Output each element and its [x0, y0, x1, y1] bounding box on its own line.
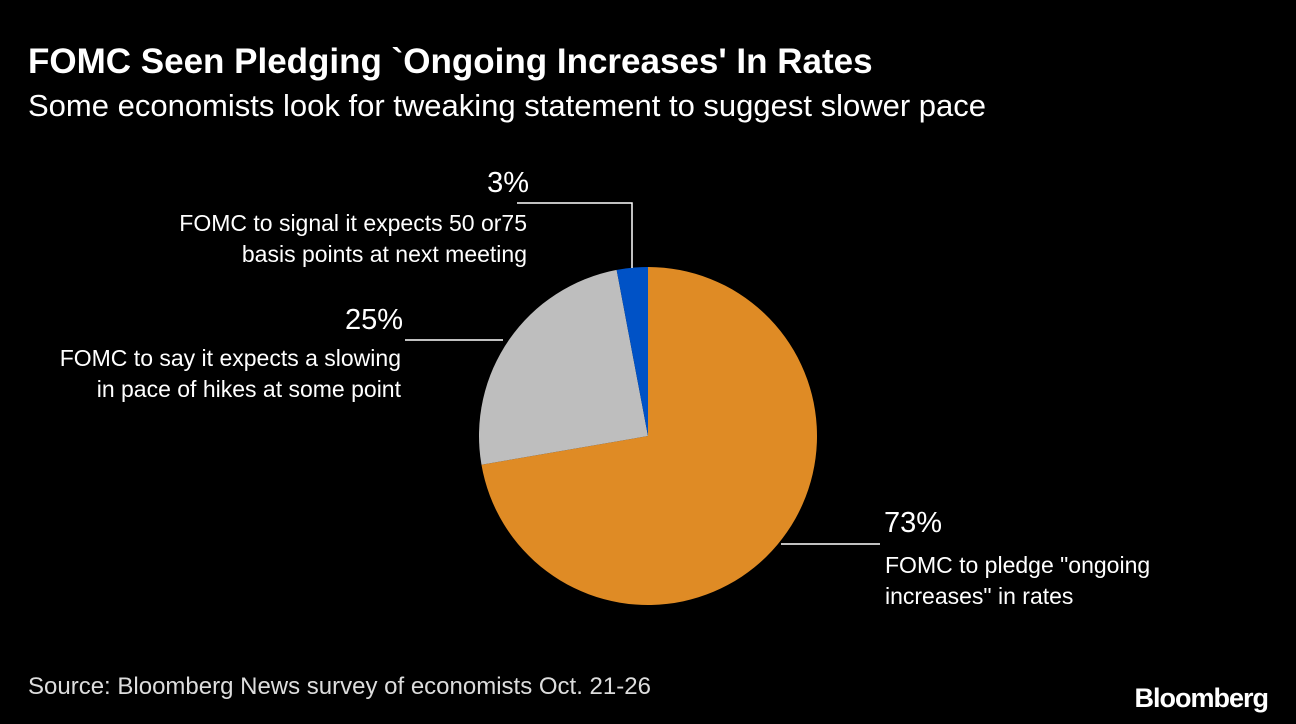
leader-line	[517, 202, 633, 268]
pie-slice	[479, 269, 648, 465]
chart-title: FOMC Seen Pledging `Ongoing Increases' I…	[28, 42, 873, 81]
pie-slice	[481, 267, 817, 605]
chart-subtitle: Some economists look for tweaking statem…	[28, 88, 987, 123]
value-label: 25%	[344, 304, 403, 336]
pie-slice	[616, 267, 648, 436]
value-label: 73%	[884, 507, 943, 539]
value-label: 3%	[487, 167, 529, 199]
source-note: Source: Bloomberg News survey of economi…	[28, 673, 651, 700]
category-label: FOMC to pledge "ongoing increases" in ra…	[885, 552, 1151, 609]
category-label: FOMC to signal it expects 50 or75 basis …	[179, 210, 527, 267]
logo: Bloomberg	[1134, 683, 1269, 713]
category-label: FOMC to say it expects a slowing in pace…	[59, 345, 401, 402]
